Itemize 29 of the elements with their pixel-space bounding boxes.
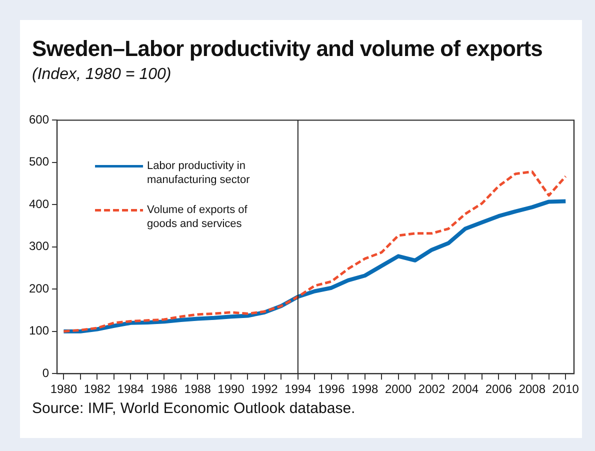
y-tick-label: 200 — [28, 281, 50, 296]
x-tick-label: 2000 — [384, 382, 412, 396]
y-tick-label: 400 — [28, 196, 50, 211]
legend-label: Volume of exports of goods and services — [147, 204, 248, 230]
chart-subtitle: (Index, 1980 = 100) — [32, 66, 172, 84]
y-tick-label: 600 — [28, 112, 50, 127]
x-tick-label: 2002 — [418, 382, 446, 396]
x-tick-label: 1988 — [184, 382, 212, 396]
x-tick-label: 2004 — [452, 382, 479, 396]
x-tick-label: 1984 — [117, 382, 144, 396]
x-tick-label: 1996 — [318, 382, 346, 396]
chart-title: Sweden–Labor productivity and volume of exports — [32, 36, 543, 62]
x-tick-label: 1986 — [150, 382, 178, 396]
line-series — [62, 170, 567, 333]
y-tick-label: 100 — [28, 324, 50, 338]
y-tick-label: 500 — [28, 154, 50, 169]
y-tick-label: 300 — [28, 239, 50, 254]
x-tick-label: 1998 — [352, 382, 379, 396]
x-tick-label: 1982 — [84, 382, 111, 396]
x-tick-label: 1990 — [218, 382, 245, 396]
x-tick-label: 1992 — [251, 382, 278, 396]
y-tick-label: 0 — [42, 366, 50, 380]
source-note: Source: IMF, World Economic Outlook database. — [32, 400, 356, 417]
x-tick-label: 2010 — [552, 382, 580, 396]
x-tick-label: 2008 — [518, 382, 546, 396]
x-tick-label: 2006 — [485, 382, 512, 396]
legend-label: Labor productivity in manufacturing sector — [147, 160, 250, 186]
x-tick-label: 1994 — [284, 382, 312, 396]
x-tick-label: 1980 — [50, 382, 78, 396]
